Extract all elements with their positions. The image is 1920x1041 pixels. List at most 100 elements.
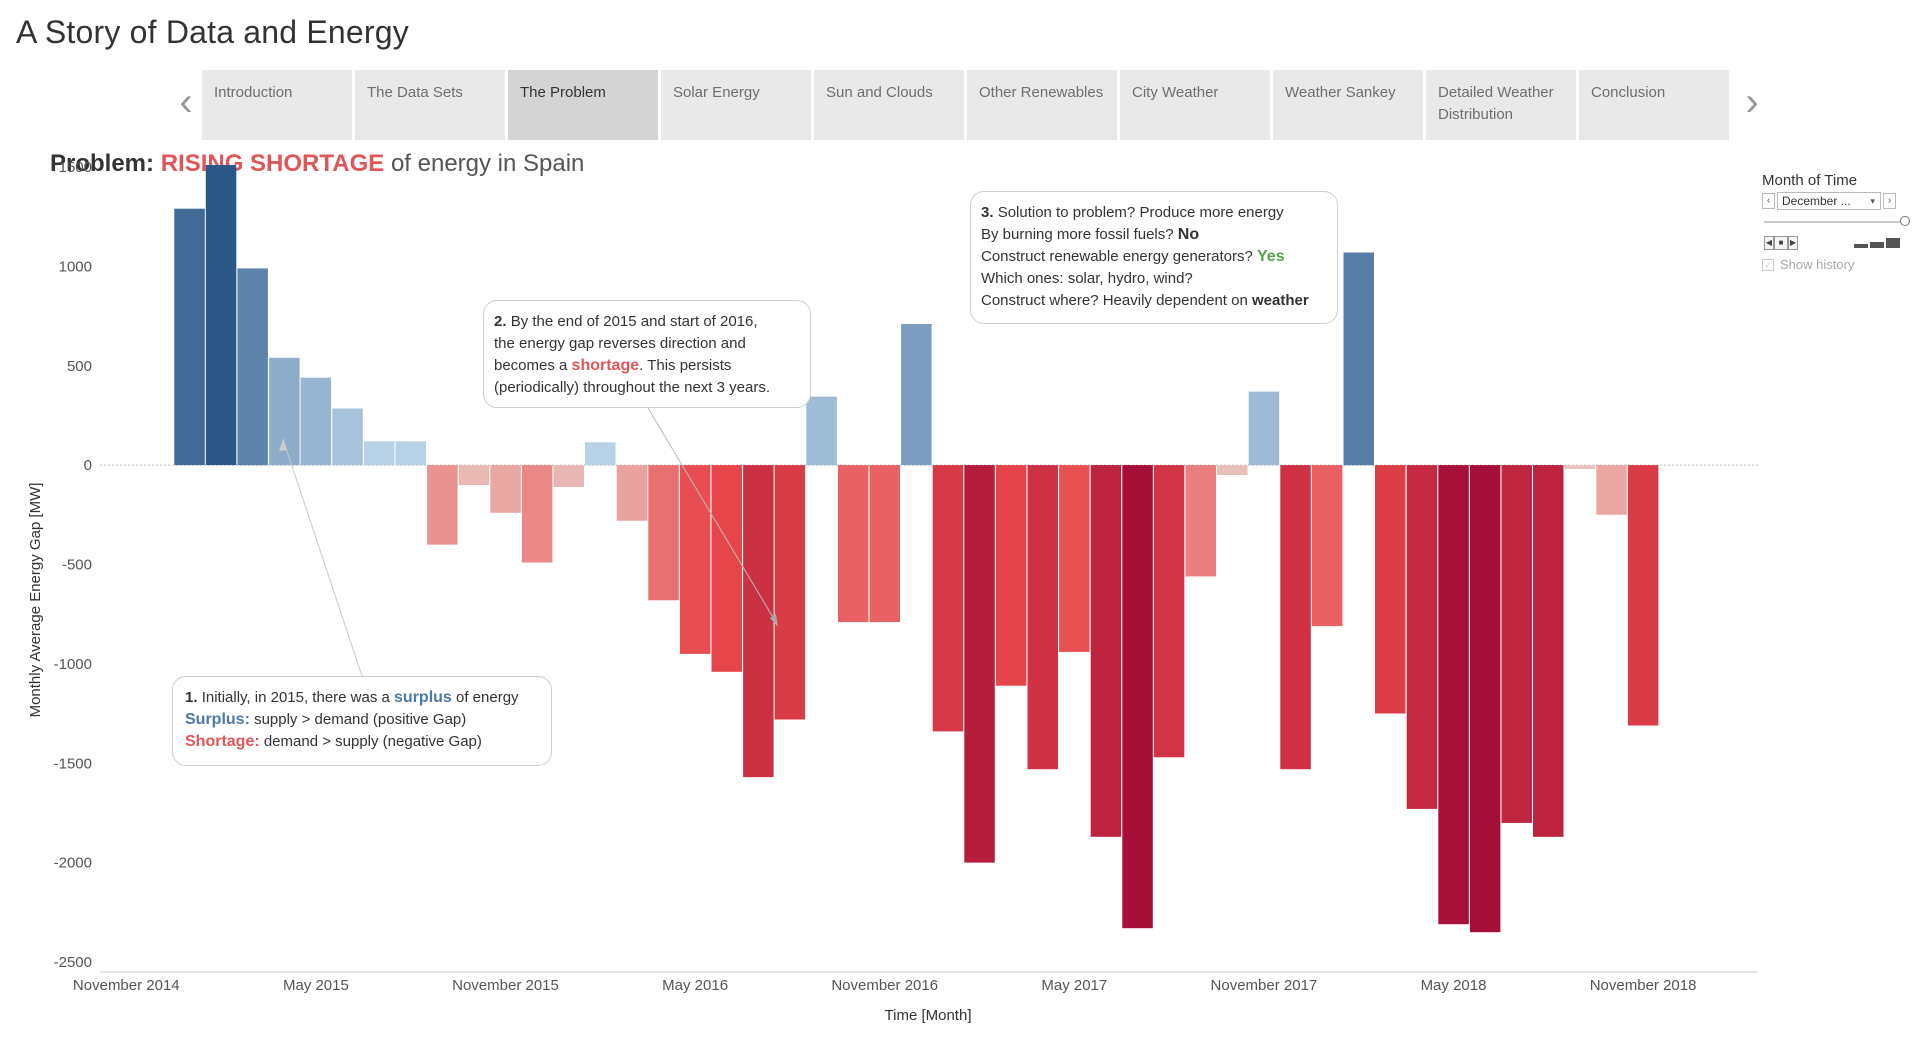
bar-2016-12[interactable] [901, 324, 932, 466]
bar-2018-11[interactable] [1627, 465, 1659, 726]
annotation-lines [279, 407, 778, 677]
bar-2016-06[interactable] [711, 465, 743, 672]
tab-label: City Weather [1132, 84, 1219, 101]
bar-2016-08[interactable] [774, 465, 806, 720]
month-slider-track [1764, 221, 1904, 223]
y-axis: 1500 1000 500 0 -500 -1000 -1500 -2000 -2500 [54, 159, 92, 971]
show-history-label: Show history [1780, 257, 1855, 272]
tab-the-data-sets[interactable]: The Data Sets [355, 70, 505, 140]
tab-introduction[interactable]: Introduction [202, 70, 352, 140]
bar-2016-09[interactable] [806, 396, 837, 466]
bar-2015-07[interactable] [363, 441, 395, 466]
bar-2017-05[interactable] [1059, 465, 1090, 652]
bar-2015-05[interactable] [300, 377, 332, 466]
play-icon[interactable]: ▶ [1788, 236, 1798, 250]
callout-3-line-5a: Construct where? Heavily dependent on [981, 292, 1248, 309]
speed-medium-icon[interactable] [1870, 242, 1884, 248]
bar-2015-01[interactable] [174, 208, 205, 466]
bar-2018-01[interactable] [1311, 465, 1343, 627]
tab-the-problem[interactable]: The Problem [508, 70, 658, 140]
bar-2017-12[interactable] [1280, 465, 1311, 770]
speed-slow-icon[interactable] [1854, 244, 1868, 248]
bar-2015-12[interactable] [521, 465, 553, 563]
bar-2016-04[interactable] [648, 465, 679, 601]
month-prev-button[interactable]: ‹ [1762, 193, 1775, 209]
bar-2016-11[interactable] [869, 465, 901, 623]
bar-2018-06[interactable] [1469, 465, 1501, 933]
callout-3-line-4: Which ones: solar, hydro, wind? [981, 270, 1193, 287]
tab-label: Other Renewables [979, 84, 1104, 101]
callout-1-shortage-label: Shortage: [185, 733, 260, 750]
x-tick-label: November 2017 [1211, 977, 1318, 994]
month-next-button[interactable]: › [1883, 193, 1896, 209]
chevron-left-icon[interactable]: ‹ [179, 80, 193, 124]
bar-2018-07[interactable] [1501, 465, 1533, 823]
chevron-down-icon: ▾ [1870, 196, 1875, 206]
bar-2018-02[interactable] [1343, 252, 1375, 466]
bar-2017-09[interactable] [1185, 465, 1217, 577]
sheet-title-suffix: of energy in Spain [390, 150, 585, 177]
bar-2016-10[interactable] [837, 465, 869, 623]
tab-conclusion[interactable]: Conclusion [1579, 70, 1729, 140]
bar-2018-10[interactable] [1596, 465, 1627, 515]
tab-detailed-weather-distribution[interactable]: Detailed Weather Distribution [1426, 70, 1576, 140]
tab-solar-energy[interactable]: Solar Energy [661, 70, 811, 140]
bar-2018-05[interactable] [1438, 465, 1469, 925]
bar-2017-06[interactable] [1090, 465, 1122, 837]
callout-2-line-2: the energy gap reverses direction and [494, 335, 746, 352]
callout-1-surplus-text: supply > demand (positive Gap) [254, 711, 467, 728]
bar-2016-02[interactable] [585, 442, 616, 466]
bar-2016-03[interactable] [616, 465, 648, 521]
bar-2017-04[interactable] [1027, 465, 1059, 770]
bar-2016-01[interactable] [553, 465, 585, 487]
tab-sun-and-clouds[interactable]: Sun and Clouds [814, 70, 964, 140]
bar-2015-03[interactable] [237, 268, 268, 466]
tab-label: Distribution [1438, 106, 1514, 123]
month-select[interactable]: December ... ▾ [1777, 192, 1881, 210]
x-tick-label: May 2016 [662, 977, 728, 994]
bar-2015-09[interactable] [427, 465, 458, 545]
tab-label: Introduction [214, 84, 293, 101]
x-tick-label: November 2014 [73, 977, 180, 994]
bar-2018-03[interactable] [1375, 465, 1406, 714]
tab-city-weather[interactable]: City Weather [1120, 70, 1270, 140]
callout-1-shortage-text: demand > supply (negative Gap) [263, 733, 482, 750]
annotation-callout-2: 2. By the end of 2015 and start of 2016,… [483, 300, 811, 408]
bar-2017-10[interactable] [1217, 465, 1248, 475]
bar-2016-05[interactable] [679, 465, 711, 654]
bar-2018-08[interactable] [1533, 465, 1564, 837]
y-axis-title: Monthly Average Energy Gap [MW] [27, 483, 44, 718]
bar-2015-06[interactable] [332, 408, 363, 466]
month-slider-handle[interactable] [1900, 216, 1910, 226]
bar-2016-07[interactable] [743, 465, 774, 778]
bar-2017-07[interactable] [1122, 465, 1153, 929]
bar-2015-10[interactable] [458, 465, 490, 485]
bar-2017-11[interactable] [1248, 391, 1280, 466]
speed-fast-icon[interactable] [1886, 238, 1900, 248]
month-slider[interactable] [1762, 214, 1912, 230]
bar-2017-03[interactable] [995, 465, 1027, 686]
tab-weather-sankey[interactable]: Weather Sankey [1273, 70, 1423, 140]
chevron-right-icon[interactable]: › [1745, 80, 1759, 124]
bar-2017-02[interactable] [964, 465, 995, 863]
story-tabs: Introduction The Data Sets The Problem Sola… [202, 70, 1729, 140]
step-back-icon[interactable]: ◀ [1764, 236, 1774, 250]
tab-other-renewables[interactable]: Other Renewables [967, 70, 1117, 140]
x-axis-title: Time [Month] [885, 1007, 972, 1024]
bar-2018-04[interactable] [1406, 465, 1438, 809]
bar-2015-11[interactable] [490, 465, 521, 513]
stop-icon[interactable]: ■ [1774, 236, 1788, 250]
y-tick-label: -1500 [54, 755, 92, 772]
y-tick-label: 500 [67, 358, 92, 375]
x-tick-label: May 2015 [283, 977, 349, 994]
bar-2015-02[interactable] [205, 165, 237, 466]
bar-2017-01[interactable] [932, 465, 964, 732]
show-history-checkbox[interactable]: ✓ [1762, 258, 1774, 271]
bar-2018-09[interactable] [1564, 465, 1596, 470]
x-tick-label: November 2015 [452, 977, 559, 994]
bar-2015-08[interactable] [395, 441, 427, 466]
bar-2017-08[interactable] [1153, 465, 1185, 758]
callout-2-line-4: (periodically) throughout the next 3 yea… [494, 379, 770, 396]
x-tick-label: November 2018 [1590, 977, 1697, 994]
